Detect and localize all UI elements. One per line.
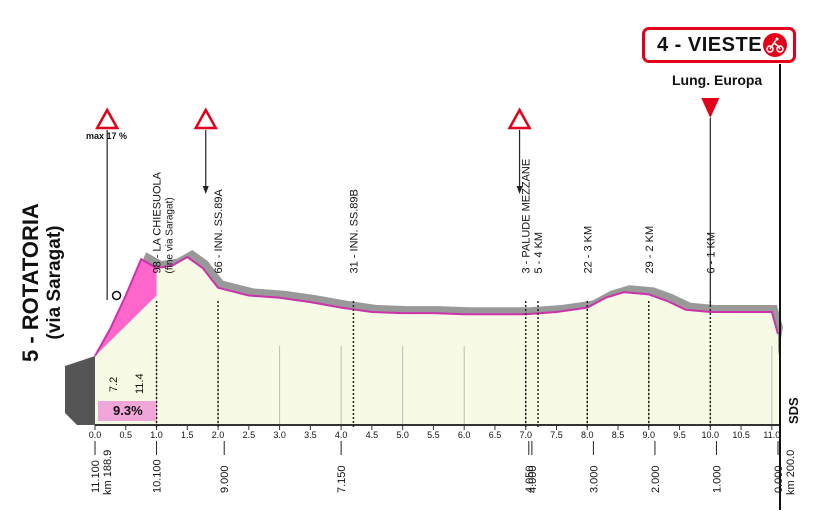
climb-segment <box>95 259 157 356</box>
km-tick-label: 0.5 <box>120 430 133 440</box>
waypoint-label: 3 - PALUDE MEZZANE <box>521 159 533 274</box>
km-tick-label: 10.5 <box>732 430 750 440</box>
segment-length-label: 11.4 <box>134 373 146 394</box>
km-tick-label: 9.5 <box>673 430 686 440</box>
waypoint-label: 29 - 2 KM <box>644 226 656 274</box>
km-tick-label: 7.0 <box>519 430 532 440</box>
start-name: 5 - ROTATORIA <box>18 203 43 362</box>
km-tick-label: 10.0 <box>702 430 720 440</box>
finish-title: 4 - VIESTE <box>657 34 763 56</box>
km-tick-label: 3.0 <box>273 430 286 440</box>
remaining-label: 2.000 <box>650 465 662 493</box>
start-detail: (via Saragat) <box>44 225 65 340</box>
km-tick-label: 0.0 <box>89 430 102 440</box>
sign-arrow-icon <box>516 186 523 194</box>
remaining-sublabel: km 200.0 <box>785 450 797 495</box>
km-tick-label: 5.0 <box>396 430 409 440</box>
km-tick-label: 5.5 <box>427 430 440 440</box>
km-tick-label: 4.0 <box>335 430 348 440</box>
gradient-box <box>98 401 156 421</box>
remaining-label: 1.000 <box>711 465 723 493</box>
km-tick-label: 1.5 <box>181 430 194 440</box>
km-tick-label: 9.0 <box>643 430 656 440</box>
profile-area <box>95 257 778 425</box>
finish-subtitle: Lung. Europa <box>672 72 763 88</box>
remaining-sublabel: km 188.9 <box>102 450 114 495</box>
max-gradient-label: max 17 % <box>86 131 128 141</box>
remaining-label: 3.000 <box>588 465 600 493</box>
km-tick-label: 8.0 <box>581 430 594 440</box>
finish-box: 4 - VIESTE <box>642 27 796 63</box>
segment-length-label: 7.2 <box>108 376 120 392</box>
flamme-rouge-icon <box>701 98 720 118</box>
waypoint-label: 5 - 4 KM <box>533 232 545 274</box>
waypoint-label: 31 - INN. SS.89B <box>348 189 360 273</box>
remaining-label: 11.100 <box>90 460 102 493</box>
km-tick-label: 1.0 <box>150 430 163 440</box>
km-tick-label: 8.5 <box>612 430 625 440</box>
km-tick-label: 6.0 <box>458 430 471 440</box>
km-tick-label: 11.0 <box>763 430 780 440</box>
waypoint-sublabel: (fine via Saragat) <box>165 197 176 273</box>
profile-base <box>65 356 95 425</box>
remaining-label: 4.000 <box>527 465 539 493</box>
waypoint-label: 6 - 1 KM <box>705 232 717 274</box>
remaining-label: 9.000 <box>219 465 231 493</box>
brand-label: SDS <box>786 397 801 424</box>
km-tick-label: 6.5 <box>489 430 502 440</box>
gradient-percent: 9.3% <box>113 403 143 418</box>
waypoint-label: 98 - LA CHIESUOLA <box>152 171 164 273</box>
climb-marker-icon <box>111 290 122 301</box>
remaining-label: 7.150 <box>336 465 348 493</box>
remaining-label: 4.050 <box>524 465 536 493</box>
sharp-bend-warning-icon <box>193 107 218 130</box>
steep-slope-warning-icon <box>95 107 120 130</box>
km-tick-label: 4.5 <box>366 430 379 440</box>
remaining-label: 10.100 <box>152 459 164 493</box>
km-tick-label: 3.5 <box>304 430 317 440</box>
sign-arrow-icon <box>202 186 209 194</box>
waypoint-label: 66 - INN. SS.89A <box>213 188 225 273</box>
route-line <box>94 255 779 357</box>
sharp-bend-warning-icon <box>507 107 532 130</box>
start-label: 5 - ROTATORIA (via Saragat) <box>18 203 66 362</box>
km-tick-label: 2.0 <box>212 430 225 440</box>
km-tick-label: 7.5 <box>550 430 563 440</box>
km-tick-label: 2.5 <box>243 430 256 440</box>
waypoint-label: 22 - 3 KM <box>582 226 594 274</box>
cyclist-icon <box>763 33 787 57</box>
